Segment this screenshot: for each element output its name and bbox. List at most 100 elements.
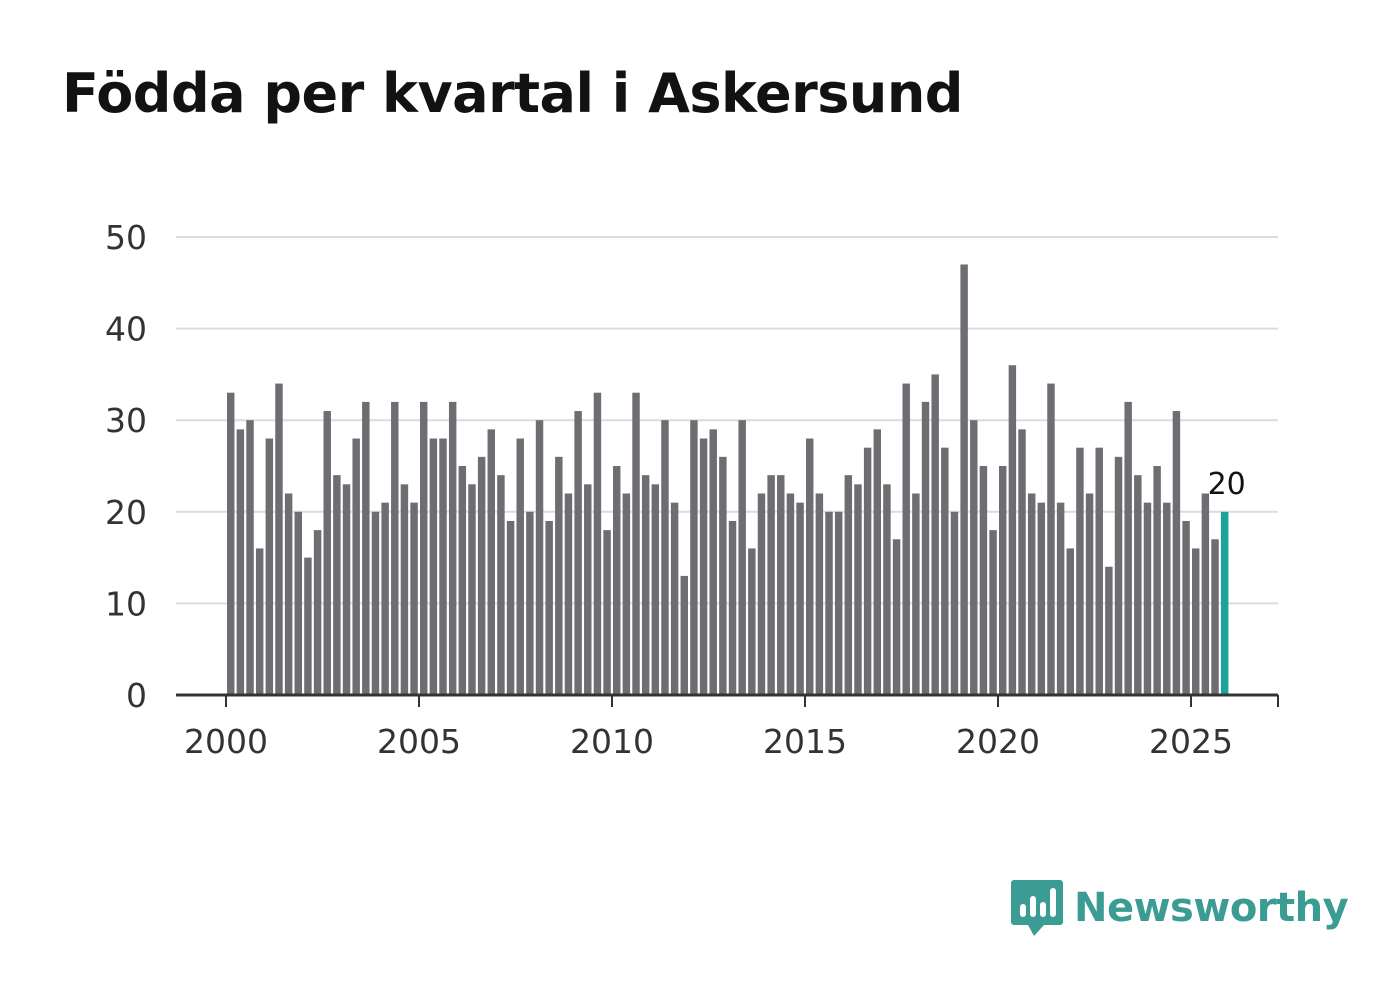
bar xyxy=(1037,502,1046,695)
bar xyxy=(1114,456,1123,695)
chart-title: Födda per kvartal i Askersund xyxy=(62,62,963,125)
bar xyxy=(902,383,910,695)
x-tick-label: 2015 xyxy=(763,722,847,761)
bar xyxy=(921,401,930,695)
bar xyxy=(1124,401,1132,695)
bar xyxy=(294,511,302,695)
bar xyxy=(1182,520,1190,695)
bar xyxy=(458,466,467,695)
bar xyxy=(265,438,274,695)
bar xyxy=(1134,475,1142,695)
bar xyxy=(622,493,631,695)
bar xyxy=(719,456,727,695)
bar xyxy=(979,466,988,695)
bar xyxy=(892,539,901,695)
bar xyxy=(786,493,795,695)
bar xyxy=(1201,493,1210,695)
x-tick-label: 2010 xyxy=(570,722,654,761)
bar xyxy=(284,493,293,695)
bar xyxy=(603,530,611,695)
bar xyxy=(535,420,544,695)
y-axis-ticks: 0 10 20 30 40 50 xyxy=(105,218,147,715)
bar xyxy=(950,511,959,695)
bar xyxy=(912,493,920,695)
bar xyxy=(362,401,370,695)
bar xyxy=(342,484,351,695)
bar xyxy=(661,420,669,695)
bar xyxy=(564,493,573,695)
highlight-bar xyxy=(1220,511,1229,695)
x-tick-label: 2005 xyxy=(377,722,461,761)
bar xyxy=(883,484,891,695)
bar xyxy=(1056,502,1065,695)
bar xyxy=(931,374,939,695)
bar xyxy=(844,475,853,695)
bar xyxy=(641,475,650,695)
bar xyxy=(1066,548,1074,695)
bar xyxy=(690,420,698,695)
bar xyxy=(506,520,515,695)
bar xyxy=(796,502,804,695)
bar xyxy=(806,438,814,695)
bar xyxy=(487,429,495,695)
bar xyxy=(227,392,235,695)
bar xyxy=(333,475,341,695)
bar xyxy=(1153,466,1161,695)
bar xyxy=(699,438,708,695)
bar xyxy=(728,520,737,695)
bar xyxy=(1018,429,1026,695)
bar xyxy=(748,548,756,695)
bar xyxy=(516,438,524,695)
bars xyxy=(227,264,1229,695)
bar xyxy=(613,466,621,695)
bar xyxy=(236,429,245,695)
x-tick-label: 2025 xyxy=(1149,722,1233,761)
bar xyxy=(873,429,881,695)
bar xyxy=(1172,411,1181,695)
bar xyxy=(709,429,717,695)
bar xyxy=(584,484,592,695)
bar xyxy=(246,420,254,695)
bar xyxy=(738,420,746,695)
gridlines xyxy=(176,236,1278,605)
bar xyxy=(323,411,331,695)
bar xyxy=(410,502,418,695)
bar xyxy=(941,447,949,695)
y-tick-label: 40 xyxy=(105,310,147,349)
bar xyxy=(545,520,553,695)
bar xyxy=(381,502,389,695)
bar xyxy=(1105,566,1113,695)
bar xyxy=(970,420,978,695)
bar xyxy=(391,401,399,695)
bar xyxy=(574,411,582,695)
bar xyxy=(1192,548,1200,695)
bar xyxy=(420,401,428,695)
bar xyxy=(555,456,563,695)
bar xyxy=(989,530,997,695)
bar xyxy=(999,466,1007,695)
bar xyxy=(825,511,833,695)
y-tick-label: 10 xyxy=(105,584,147,623)
bar xyxy=(497,475,505,695)
bar xyxy=(304,557,312,695)
x-tick-label: 2020 xyxy=(956,722,1040,761)
x-axis-ticks: 2000 2005 2010 2015 2020 2025 xyxy=(184,695,1279,761)
newsworthy-logo-icon xyxy=(1011,880,1063,936)
x-tick-label: 2000 xyxy=(184,722,268,761)
bar xyxy=(468,484,476,695)
bar xyxy=(313,530,322,695)
bar xyxy=(1076,447,1084,695)
bar xyxy=(757,493,766,695)
bar xyxy=(680,575,688,695)
y-tick-label: 50 xyxy=(105,218,147,257)
bar xyxy=(448,401,457,695)
last-bar-value-label: 20 xyxy=(1208,467,1246,502)
bar xyxy=(651,484,660,695)
bar xyxy=(815,493,824,695)
y-tick-label: 0 xyxy=(126,676,147,715)
bar xyxy=(632,392,640,695)
brand-name: Newsworthy xyxy=(1074,885,1349,931)
bar xyxy=(1095,447,1103,695)
bar xyxy=(526,511,534,695)
